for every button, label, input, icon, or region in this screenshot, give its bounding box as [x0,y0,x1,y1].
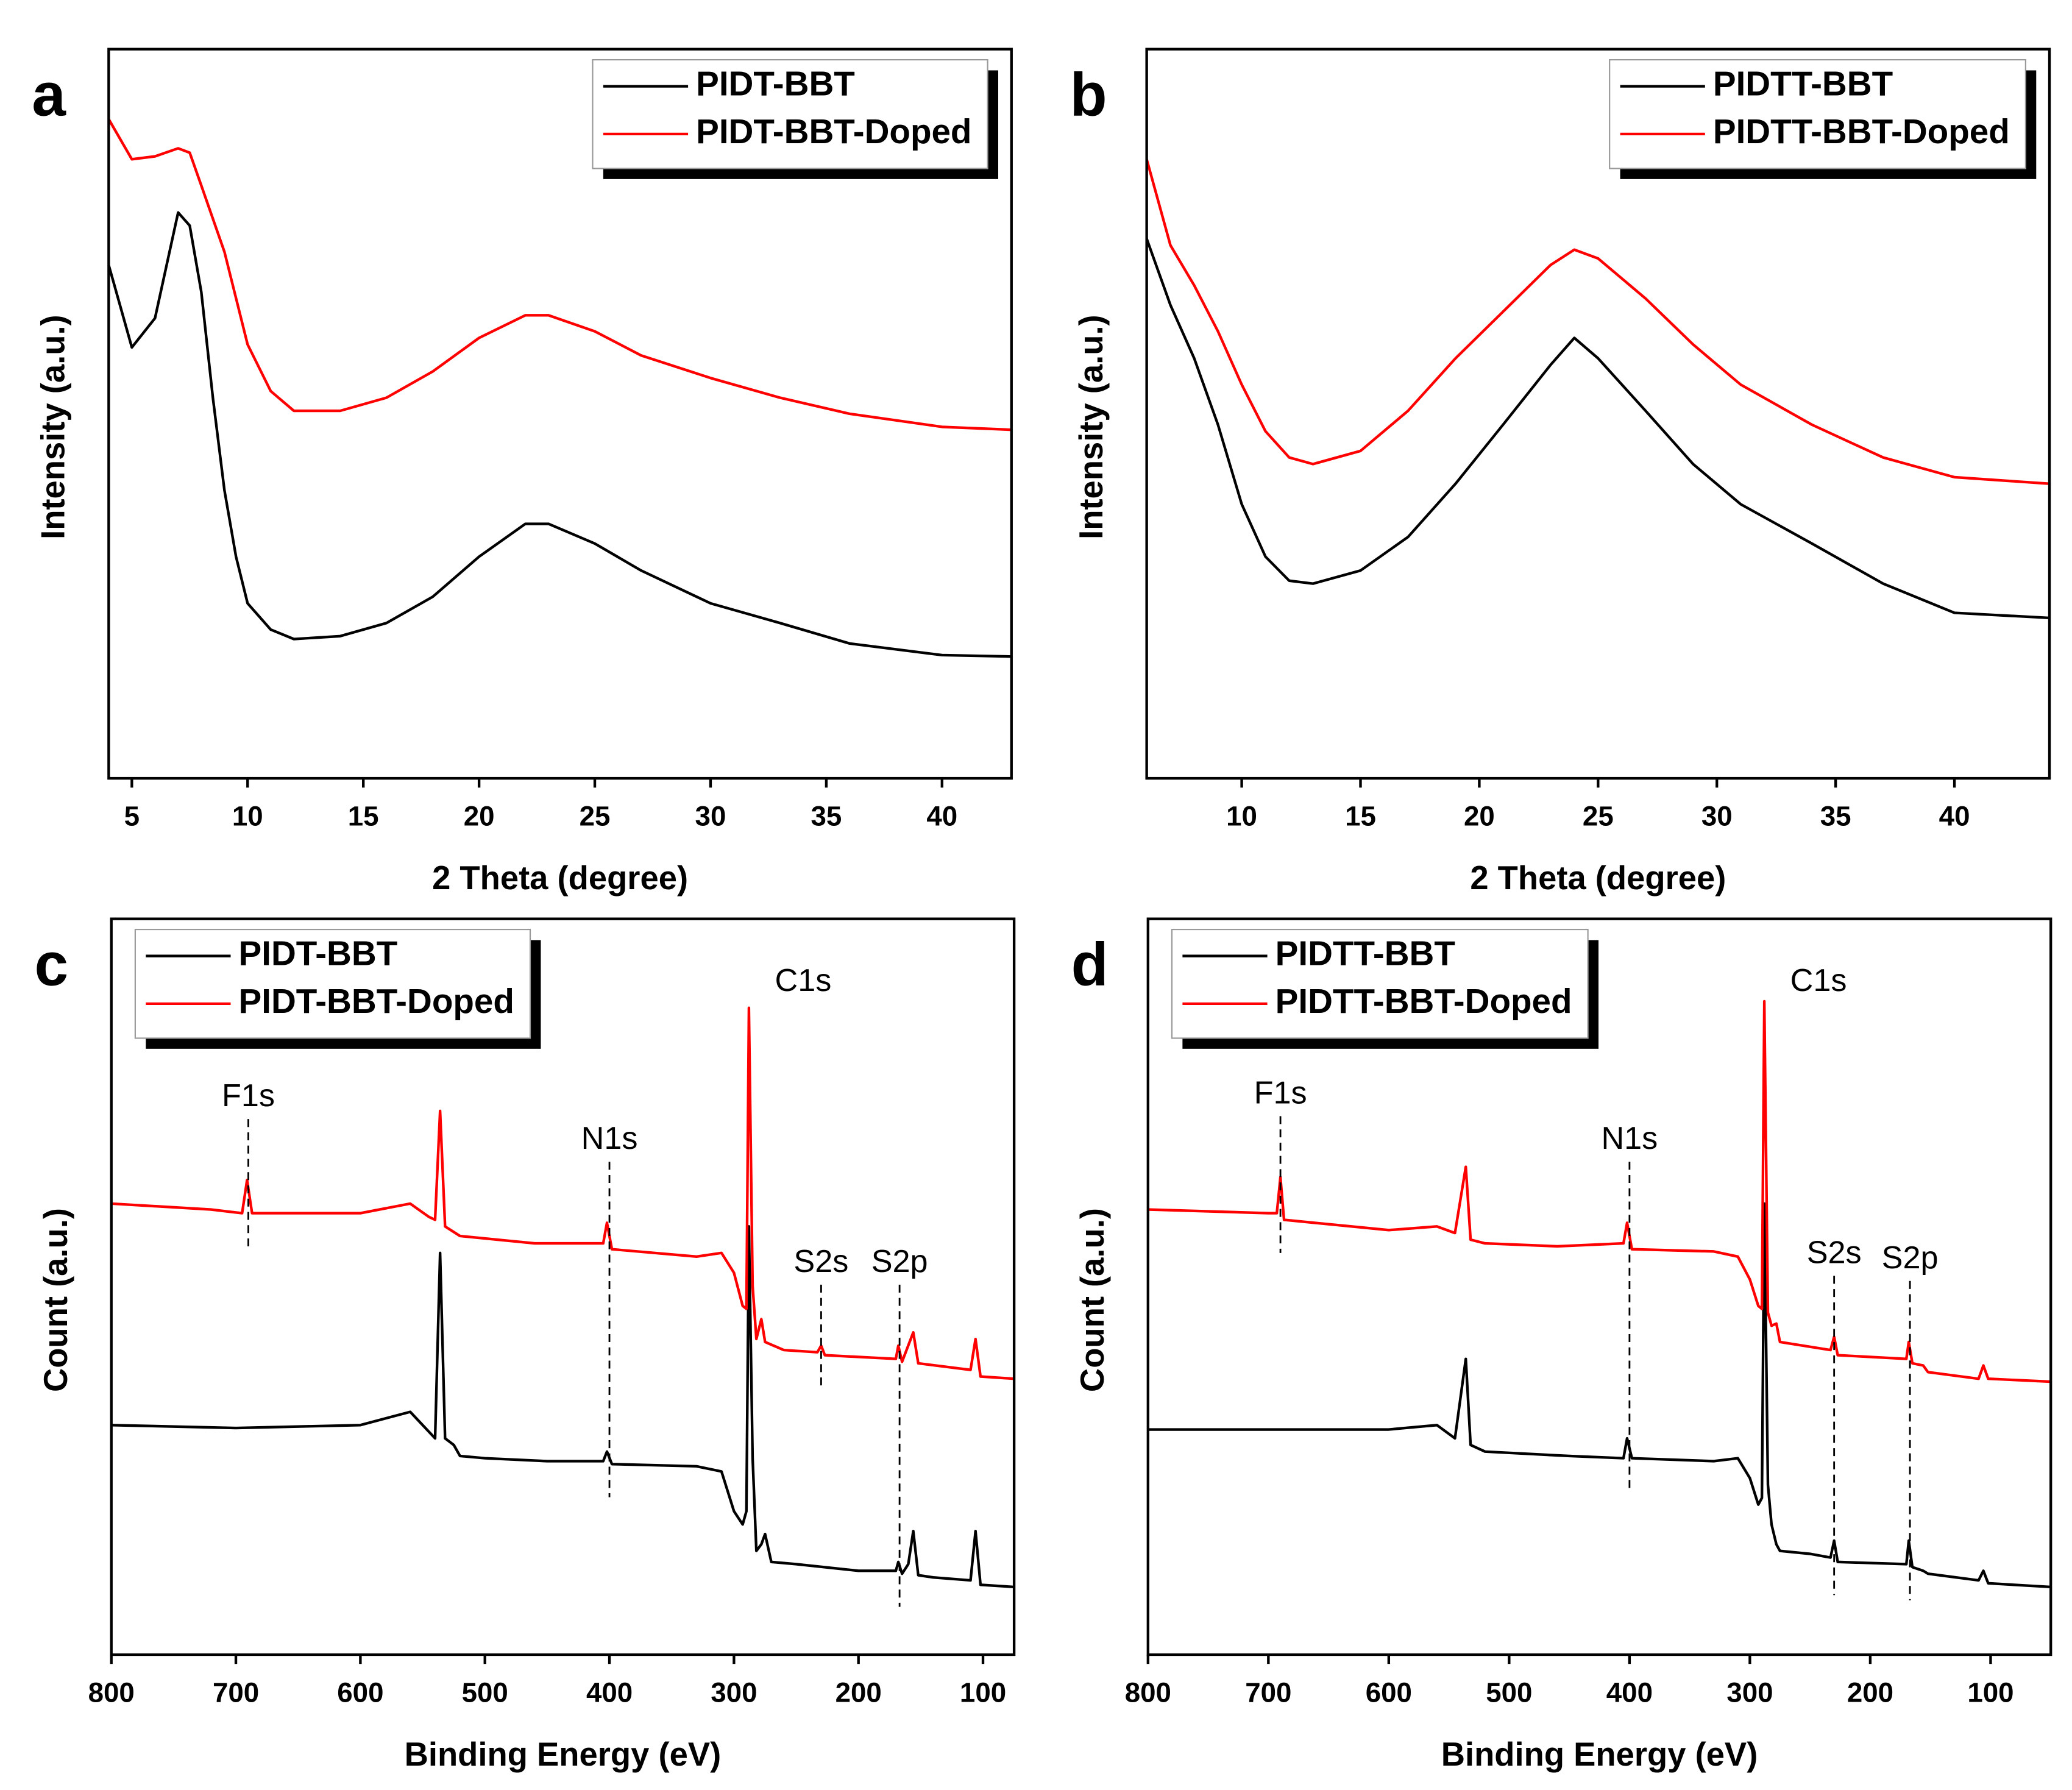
x-tick-label: 400 [586,1677,633,1708]
legend-box [1609,59,2026,169]
peak-label: S2p [1882,1240,1939,1276]
panel: 5 10 15 20 25 30 35 40 2 Theta (degree) Intensity… [32,48,1013,897]
panel-label: d [1071,931,1109,999]
legend-label: PIDTT-BBT [1713,65,1893,103]
x-tick-label: 15 [348,800,379,831]
x-tick-label: 300 [711,1677,757,1708]
x-axis-label: Binding Energy (eV) [1441,1736,1758,1773]
plot-frame [1146,917,2052,1657]
x-tick-label: 100 [1967,1677,2013,1708]
peak-label: C1s [1790,963,1847,998]
x-tick-label: 700 [1245,1677,1291,1708]
x-tick-label: 5 [124,800,140,831]
y-axis-label: Count (a.u.) [37,1208,74,1392]
x-tick-label: 30 [695,800,726,831]
data-line [1148,1000,2051,1383]
plot-frame [107,48,1013,780]
legend-box [1171,928,1589,1039]
legend-label: PIDT-BBT [239,934,398,973]
x-tick-label: 25 [1583,800,1614,831]
x-tick-label: 800 [88,1677,135,1708]
panel-label: c [35,931,69,999]
legend-label: PIDT-BBT-Doped [696,112,971,151]
legend-label: PIDTT-BBT-Doped [1713,112,2010,151]
x-tick-label: 500 [1486,1677,1532,1708]
x-tick-label: 600 [1366,1677,1412,1708]
y-axis-label: Intensity (a.u.) [1073,314,1110,539]
panel: 10 15 20 25 30 35 40 2 Theta (degree) Intensity … [1070,48,2051,897]
data-line [1145,158,2050,485]
x-tick-label: 15 [1345,800,1376,831]
panel-label: a [32,61,66,129]
peak-label: S2p [871,1244,928,1279]
data-line [111,1006,1015,1380]
y-axis-label: Count (a.u.) [1074,1208,1111,1392]
peak-label: S2s [793,1244,848,1279]
x-tick-label: 10 [232,800,263,831]
x-tick-label: 25 [580,800,611,831]
x-tick-label: 400 [1606,1677,1653,1708]
x-tick-label: 800 [1125,1677,1171,1708]
x-tick-label: 200 [1847,1677,1893,1708]
y-axis-label: Intensity (a.u.) [35,314,72,539]
panel: 800 700 600 500 400 300 200 100 Binding Energy (… [35,917,1016,1773]
plot-frame [110,917,1016,1657]
legend-label: PIDT-BBT-Doped [239,982,514,1020]
peak-label: C1s [775,963,832,998]
x-tick-label: 20 [1464,800,1495,831]
x-axis-label: 2 Theta (degree) [1470,859,1726,897]
data-line [1148,1202,2051,1589]
x-tick-label: 40 [1939,800,1970,831]
legend-box [592,59,988,169]
x-tick-label: 10 [1226,800,1257,831]
peak-label: S2s [1807,1235,1862,1270]
x-tick-label: 35 [1820,800,1851,831]
x-tick-label: 600 [337,1677,383,1708]
x-tick-label: 30 [1701,800,1733,831]
data-line [111,1225,1015,1589]
data-line [107,211,1012,658]
legend-label: PIDTT-BBT-Doped [1275,982,1572,1020]
x-tick-label: 200 [836,1677,882,1708]
legend-box [134,928,531,1039]
legend-label: PIDTT-BBT [1275,934,1455,973]
x-tick-label: 100 [960,1677,1006,1708]
x-tick-label: 300 [1726,1677,1773,1708]
peak-label: F1s [1254,1075,1307,1110]
x-tick-label: 500 [462,1677,508,1708]
x-axis-label: 2 Theta (degree) [432,859,688,897]
x-tick-label: 20 [464,800,495,831]
x-axis-label: Binding Energy (eV) [405,1736,722,1773]
x-tick-label: 700 [213,1677,259,1708]
legend: PIDT-BBT PIDT-BBT-Doped [592,59,999,179]
legend: PIDT-BBT PIDT-BBT-Doped [134,928,541,1049]
panel: 800 700 600 500 400 300 200 100 Binding Energy (… [1071,917,2052,1773]
panel-label: b [1070,61,1107,129]
data-line [107,118,1012,432]
legend: PIDTT-BBT PIDTT-BBT-Doped [1171,928,1599,1049]
data-line [1145,238,2050,620]
peak-label: N1s [1601,1121,1658,1156]
x-tick-label: 40 [926,800,957,831]
x-tick-label: 35 [811,800,842,831]
legend: PIDTT-BBT PIDTT-BBT-Doped [1609,59,2037,179]
peak-label: N1s [581,1121,638,1156]
peak-label: F1s [222,1078,275,1113]
legend-label: PIDT-BBT [696,65,855,103]
